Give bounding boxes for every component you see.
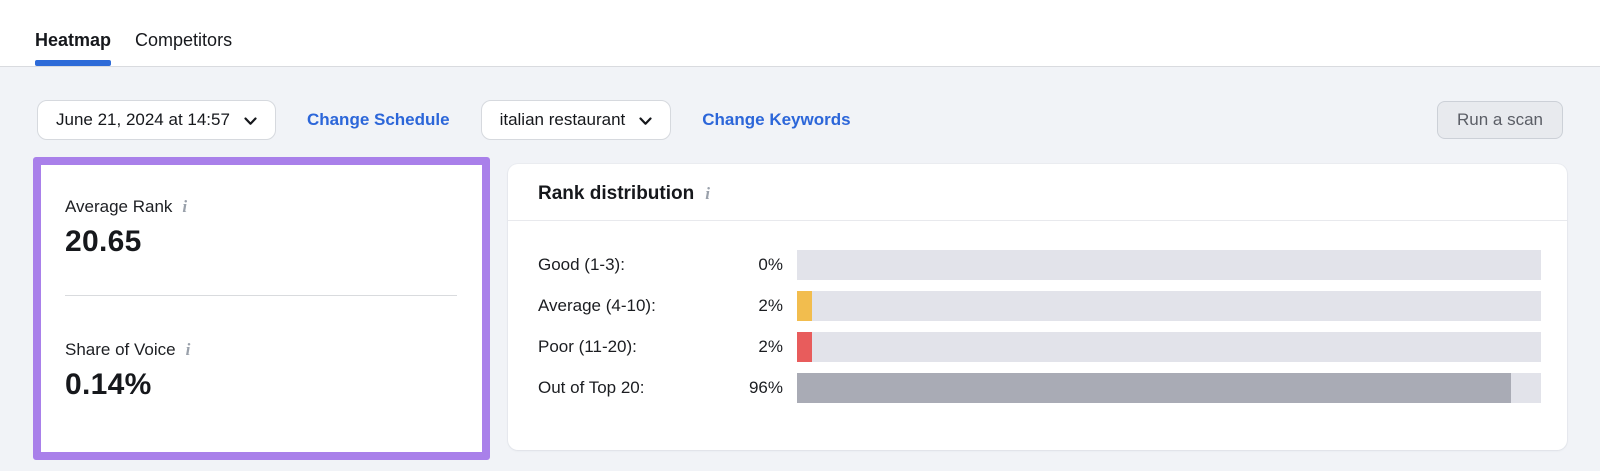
share-of-voice-value: 0.14% bbox=[65, 368, 152, 401]
rank-bucket-label: Poor (11-20): bbox=[538, 337, 637, 356]
rank-distribution-row: Average (4-10): 2% bbox=[538, 291, 1541, 321]
rank-bucket-percent: 96% bbox=[748, 378, 783, 397]
average-rank-label-row: Average Rank i bbox=[65, 197, 457, 217]
share-of-voice-label-row: Share of Voice i bbox=[65, 340, 457, 360]
rank-bucket-percent: 0% bbox=[758, 255, 783, 274]
tab-bar: Heatmap Competitors bbox=[0, 0, 1600, 67]
rank-distribution-row: Out of Top 20: 96% bbox=[538, 373, 1541, 403]
rank-bucket-percent: 2% bbox=[758, 337, 783, 356]
rank-bucket-bar-fill bbox=[797, 373, 1512, 403]
metrics-card-highlighted: Average Rank i 20.65 Share of Voice i 0.… bbox=[33, 157, 490, 460]
rank-distribution-rows: Good (1-3): 0% Average (4-10): 2% Poor (… bbox=[508, 221, 1567, 403]
average-rank-label: Average Rank bbox=[65, 197, 173, 216]
rank-distribution-header: Rank distribution i bbox=[508, 164, 1567, 221]
info-icon[interactable]: i bbox=[185, 340, 191, 359]
metric-divider bbox=[65, 295, 457, 296]
average-rank-value: 20.65 bbox=[65, 225, 142, 258]
share-of-voice-label: Share of Voice bbox=[65, 340, 176, 359]
tab-heatmap-label: Heatmap bbox=[35, 29, 112, 50]
change-keywords-link[interactable]: Change Keywords bbox=[702, 110, 851, 129]
tab-competitors[interactable]: Competitors bbox=[135, 14, 232, 66]
run-a-scan-button[interactable]: Run a scan bbox=[1437, 101, 1563, 139]
rank-bucket-label: Out of Top 20: bbox=[538, 378, 645, 397]
rank-distribution-row: Poor (11-20): 2% bbox=[538, 332, 1541, 362]
chevron-down-icon bbox=[244, 116, 257, 126]
rank-bucket-bar-track bbox=[797, 373, 1541, 403]
keyword-dropdown-value: italian restaurant bbox=[499, 110, 626, 129]
info-icon[interactable]: i bbox=[182, 197, 188, 216]
rank-distribution-card: Rank distribution i Good (1-3): 0% Avera… bbox=[508, 164, 1567, 450]
toolbar: June 21, 2024 at 14:57 Change Schedule i… bbox=[0, 100, 1600, 140]
rank-bucket-label: Average (4-10): bbox=[538, 296, 656, 315]
rank-distribution-title: Rank distribution bbox=[538, 183, 695, 204]
rank-bucket-bar-track bbox=[797, 332, 1541, 362]
keyword-dropdown[interactable]: italian restaurant bbox=[480, 100, 672, 140]
info-icon[interactable]: i bbox=[705, 184, 710, 203]
main-content: Average Rank i 20.65 Share of Voice i 0.… bbox=[0, 157, 1600, 460]
schedule-dropdown[interactable]: June 21, 2024 at 14:57 bbox=[37, 100, 276, 140]
tab-heatmap[interactable]: Heatmap bbox=[35, 14, 112, 66]
rank-bucket-bar-track bbox=[797, 250, 1541, 280]
rank-bucket-bar-track bbox=[797, 291, 1541, 321]
chevron-down-icon bbox=[639, 116, 652, 126]
change-schedule-link[interactable]: Change Schedule bbox=[306, 110, 450, 129]
rank-bucket-percent: 2% bbox=[758, 296, 783, 315]
metrics-card-inner: Average Rank i 20.65 Share of Voice i 0.… bbox=[41, 165, 482, 402]
rank-bucket-label: Good (1-3): bbox=[538, 255, 625, 274]
rank-distribution-row: Good (1-3): 0% bbox=[538, 250, 1541, 280]
rank-bucket-bar-fill bbox=[797, 291, 812, 321]
rank-bucket-bar-fill bbox=[797, 332, 812, 362]
tab-competitors-label: Competitors bbox=[135, 29, 233, 50]
schedule-dropdown-value: June 21, 2024 at 14:57 bbox=[56, 110, 230, 129]
